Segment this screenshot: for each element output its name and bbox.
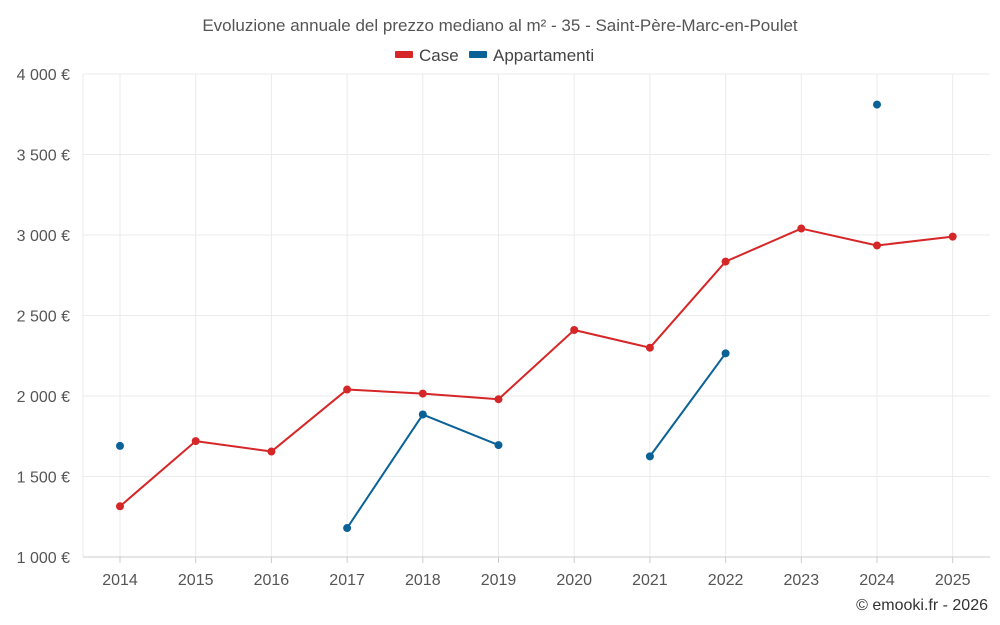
credit-text: © emooki.fr - 2026 bbox=[856, 597, 988, 614]
x-tick-label: 2017 bbox=[329, 572, 365, 589]
x-tick-label: 2019 bbox=[481, 572, 517, 589]
y-tick-label: 4 000 € bbox=[17, 67, 70, 84]
data-point-case-2014[interactable] bbox=[116, 502, 124, 511]
series-line-appartamenti bbox=[649, 352, 727, 457]
data-point-case-2018[interactable] bbox=[418, 389, 427, 398]
legend-label-case: Case bbox=[419, 46, 459, 65]
data-point-case-2015[interactable] bbox=[191, 437, 200, 446]
y-tick-label: 1 000 € bbox=[17, 550, 70, 567]
legend-swatch-appartamenti bbox=[469, 51, 487, 58]
series-case bbox=[116, 224, 957, 511]
data-point-appartamenti-2017[interactable] bbox=[343, 524, 352, 533]
y-tick-label: 2 000 € bbox=[17, 389, 70, 406]
x-tick-label: 2018 bbox=[405, 572, 441, 589]
y-tick-label: 3 500 € bbox=[17, 148, 70, 165]
x-tick-label: 2021 bbox=[632, 572, 668, 589]
x-tick-label: 2016 bbox=[254, 572, 290, 589]
data-point-case-2019[interactable] bbox=[494, 395, 503, 404]
data-point-case-2022[interactable] bbox=[721, 257, 730, 266]
y-tick-label: 2 500 € bbox=[17, 309, 70, 326]
data-point-case-2024[interactable] bbox=[873, 241, 881, 250]
legend-label-appartamenti: Appartamenti bbox=[493, 46, 594, 65]
series-line-case bbox=[119, 227, 953, 508]
x-tick-label: 2014 bbox=[102, 572, 138, 589]
data-point-appartamenti-2021[interactable] bbox=[645, 452, 654, 461]
data-point-case-2016[interactable] bbox=[267, 447, 276, 456]
legend-swatch-case bbox=[395, 51, 413, 58]
data-point-appartamenti-2019[interactable] bbox=[494, 441, 503, 450]
data-point-appartamenti-2014[interactable] bbox=[116, 441, 124, 450]
data-point-case-2021[interactable] bbox=[645, 343, 654, 352]
x-tick-label: 2023 bbox=[784, 572, 820, 589]
data-point-appartamenti-2024[interactable] bbox=[873, 100, 881, 109]
x-tick-label: 2022 bbox=[708, 572, 744, 589]
x-tick-label: 2025 bbox=[935, 572, 971, 589]
data-point-appartamenti-2018[interactable] bbox=[418, 410, 427, 419]
x-tick-label: 2015 bbox=[178, 572, 214, 589]
data-point-appartamenti-2022[interactable] bbox=[721, 349, 730, 358]
legend-item-appartamenti[interactable]: Appartamenti bbox=[469, 46, 594, 65]
series-appartamenti bbox=[116, 100, 881, 533]
y-tick-label: 1 500 € bbox=[17, 470, 70, 487]
legend-item-case[interactable]: Case bbox=[395, 46, 459, 65]
data-point-case-2017[interactable] bbox=[343, 385, 352, 394]
data-point-case-2023[interactable] bbox=[797, 224, 806, 233]
x-tick-label: 2024 bbox=[859, 572, 895, 589]
y-gridlines bbox=[83, 73, 990, 477]
x-axis-ticks: 2014 2015 2016 2017 2018 2019 2020 2021 2022 2023… bbox=[102, 572, 970, 589]
data-point-case-2025[interactable] bbox=[948, 232, 957, 241]
x-gridlines bbox=[82, 74, 954, 563]
series-layer bbox=[116, 100, 957, 533]
y-tick-label: 3 000 € bbox=[17, 228, 70, 245]
data-point-case-2020[interactable] bbox=[570, 325, 579, 334]
chart-title: Evoluzione annuale del prezzo mediano al… bbox=[202, 16, 798, 35]
x-tick-label: 2020 bbox=[556, 572, 592, 589]
legend: Case Appartamenti bbox=[395, 46, 594, 65]
y-axis-ticks: 1 000 € 1 500 € 2 000 € 2 500 € 3 000 € 3 500… bbox=[17, 67, 70, 567]
